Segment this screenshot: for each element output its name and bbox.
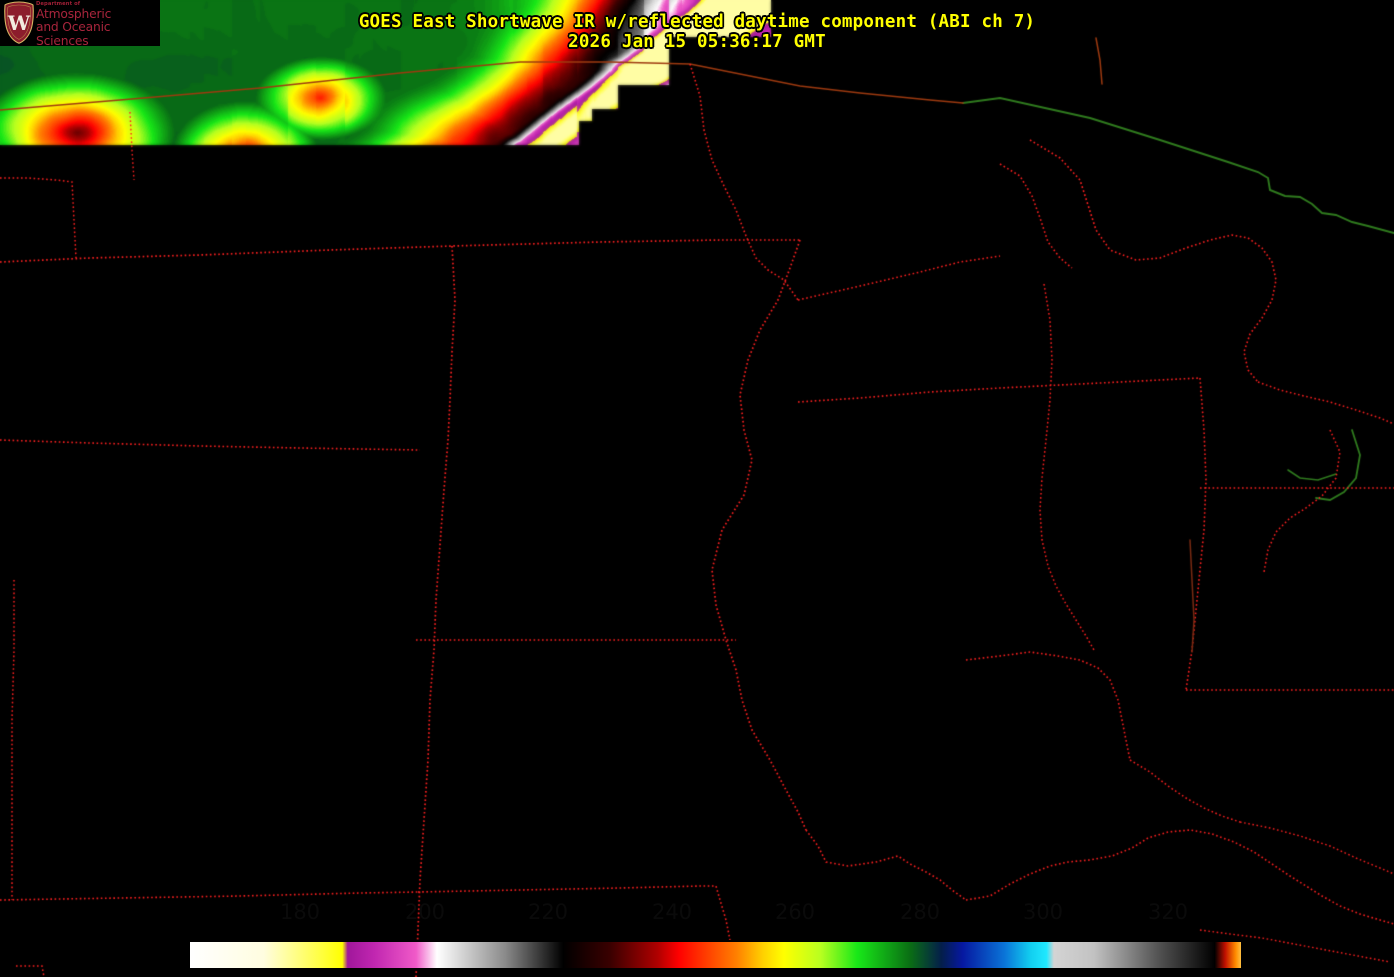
uw-crest-icon: W <box>4 1 34 44</box>
colorbar-tick <box>425 928 427 939</box>
colorbar-tick-label: 240 <box>651 900 693 924</box>
uw-aos-logo-text: Department of Atmospheric and Oceanic Sc… <box>36 1 160 46</box>
logo-line-1: Atmospheric <box>36 6 112 21</box>
colorbar-tick <box>1168 928 1170 939</box>
uw-aos-logo-block: W Department of Atmospheric and Oceanic … <box>0 0 160 46</box>
colorbar-tick-label: 320 <box>1147 900 1189 924</box>
colorbar-tick <box>920 928 922 939</box>
svg-text:W: W <box>7 11 31 35</box>
colorbar-tick-label: 200 <box>404 900 446 924</box>
colorbar-tick <box>548 928 550 939</box>
colorbar-gradient <box>190 942 1241 968</box>
colorbar-tick-label: 300 <box>1022 900 1064 924</box>
logo-department-label: Department of <box>36 1 81 7</box>
colorbar-tick <box>795 928 797 939</box>
temperature-colorbar: 180 200 220 240 260 280 300 320 <box>188 900 1243 970</box>
colorbar-tick <box>300 928 302 939</box>
colorbar-tick-label: 180 <box>279 900 321 924</box>
colorbar-tick <box>672 928 674 939</box>
logo-line-2: and Oceanic Sciences <box>36 20 111 46</box>
colorbar-tick-label: 220 <box>527 900 569 924</box>
colorbar-tick <box>1043 928 1045 939</box>
colorbar-tick-label: 280 <box>899 900 941 924</box>
colorbar-tick-label: 260 <box>774 900 816 924</box>
colorbar-bar <box>188 940 1243 970</box>
